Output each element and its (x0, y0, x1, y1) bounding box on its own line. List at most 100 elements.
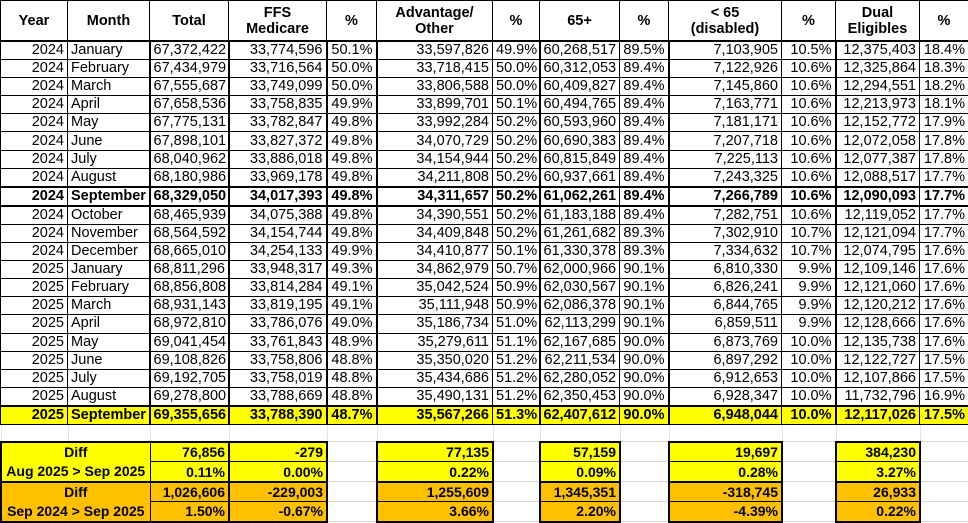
summary-advantage-other: 0.22% (377, 462, 493, 482)
cell-total: 68,811,296 (150, 261, 229, 279)
cell-total: 68,465,939 (150, 206, 229, 225)
cell-under-65-disabled: 7,266,789 (669, 187, 782, 206)
cell-under-65-disabled: 7,225,113 (669, 150, 782, 168)
cell-total: 67,372,422 (150, 41, 229, 60)
cell-age-65-plus-pct: 89.3% (620, 224, 669, 242)
summary-label: Sep 2024 > Sep 2025 (1, 502, 150, 522)
cell-ffs-pct: 49.8% (327, 224, 377, 242)
summary-dual-eligibles: 26,933 (836, 482, 920, 502)
cell-ffs-pct: 49.8% (327, 187, 377, 206)
cell-age-65-plus: 60,268,517 (540, 41, 620, 60)
cell-total: 67,658,536 (150, 96, 229, 114)
summary-ffs-medicare: -229,003 (229, 482, 327, 502)
cell-ffs-medicare: 34,075,388 (229, 206, 327, 225)
cell-advantage-pct: 50.9% (493, 279, 540, 297)
header-dual-eligibles: Dual Eligibles (836, 1, 920, 42)
cell-ffs-medicare: 34,154,744 (229, 224, 327, 242)
cell-ffs-pct: 49.9% (327, 96, 377, 114)
cell-ffs-medicare: 33,969,178 (229, 168, 327, 187)
cell-dual-pct: 17.8% (920, 150, 968, 168)
empty-cell (836, 425, 920, 442)
empty-cell (327, 482, 377, 502)
empty-cell (782, 482, 836, 502)
cell-year: 2025 (1, 369, 68, 387)
cell-dual-eligibles: 12,120,212 (836, 297, 920, 315)
cell-year: 2024 (1, 187, 68, 206)
empty-cell (669, 425, 782, 442)
empty-cell (920, 425, 968, 442)
cell-year: 2025 (1, 261, 68, 279)
cell-year: 2024 (1, 78, 68, 96)
cell-month: March (68, 78, 150, 96)
cell-year: 2024 (1, 168, 68, 187)
cell-under-65-pct: 10.0% (782, 351, 836, 369)
cell-advantage-pct: 50.1% (493, 243, 540, 261)
empty-cell (150, 425, 229, 442)
cell-ffs-pct: 50.0% (327, 60, 377, 78)
cell-advantage-other: 35,434,686 (377, 369, 493, 387)
cell-age-65-plus-pct: 90.1% (620, 261, 669, 279)
cell-under-65-pct: 10.6% (782, 168, 836, 187)
cell-advantage-other: 34,154,944 (377, 150, 493, 168)
cell-ffs-pct: 48.8% (327, 351, 377, 369)
cell-advantage-other: 35,042,524 (377, 279, 493, 297)
cell-ffs-medicare: 33,758,835 (229, 96, 327, 114)
summary-dual-eligibles: 0.22% (836, 502, 920, 522)
cell-ffs-pct: 48.8% (327, 387, 377, 406)
header-age-65-plus-pct: % (620, 1, 669, 42)
summary-under-65-disabled: -4.39% (669, 502, 782, 522)
cell-under-65-pct: 10.0% (782, 406, 836, 425)
cell-year: 2025 (1, 351, 68, 369)
header-total: Total (150, 1, 229, 42)
cell-dual-pct: 17.8% (920, 132, 968, 150)
cell-advantage-pct: 50.2% (493, 132, 540, 150)
cell-advantage-pct: 50.2% (493, 168, 540, 187)
empty-cell (782, 462, 836, 482)
cell-dual-pct: 17.7% (920, 206, 968, 225)
cell-advantage-pct: 50.2% (493, 224, 540, 242)
cell-advantage-other: 35,279,611 (377, 333, 493, 351)
empty-cell (620, 442, 669, 462)
summary-label: Diff (1, 442, 150, 462)
summary-under-65-disabled: 19,697 (669, 442, 782, 462)
cell-under-65-pct: 10.6% (782, 114, 836, 132)
cell-ffs-medicare: 33,782,847 (229, 114, 327, 132)
cell-under-65-disabled: 7,103,905 (669, 41, 782, 60)
cell-total: 68,329,050 (150, 187, 229, 206)
cell-under-65-disabled: 7,181,171 (669, 114, 782, 132)
cell-dual-pct: 18.4% (920, 41, 968, 60)
cell-dual-eligibles: 12,152,772 (836, 114, 920, 132)
cell-dual-pct: 17.6% (920, 261, 968, 279)
cell-advantage-pct: 50.2% (493, 150, 540, 168)
cell-dual-pct: 17.6% (920, 315, 968, 333)
cell-under-65-disabled: 7,282,751 (669, 206, 782, 225)
cell-dual-eligibles: 12,122,727 (836, 351, 920, 369)
cell-under-65-disabled: 6,844,765 (669, 297, 782, 315)
cell-advantage-pct: 50.1% (493, 96, 540, 114)
header-under-65-pct: % (782, 1, 836, 42)
cell-month: April (68, 315, 150, 333)
cell-dual-eligibles: 12,121,060 (836, 279, 920, 297)
cell-advantage-pct: 51.1% (493, 333, 540, 351)
empty-cell (920, 442, 968, 462)
empty-cell (327, 425, 377, 442)
header-ffs-pct: % (327, 1, 377, 42)
cell-month: September (68, 406, 150, 425)
summary-advantage-other: 77,135 (377, 442, 493, 462)
cell-advantage-other: 34,410,877 (377, 243, 493, 261)
cell-advantage-other: 33,597,826 (377, 41, 493, 60)
cell-dual-pct: 17.6% (920, 243, 968, 261)
cell-advantage-pct: 51.3% (493, 406, 540, 425)
empty-cell (540, 425, 620, 442)
cell-ffs-medicare: 33,886,018 (229, 150, 327, 168)
summary-under-65-disabled: -318,745 (669, 482, 782, 502)
cell-dual-pct: 16.9% (920, 387, 968, 406)
cell-advantage-other: 34,311,657 (377, 187, 493, 206)
